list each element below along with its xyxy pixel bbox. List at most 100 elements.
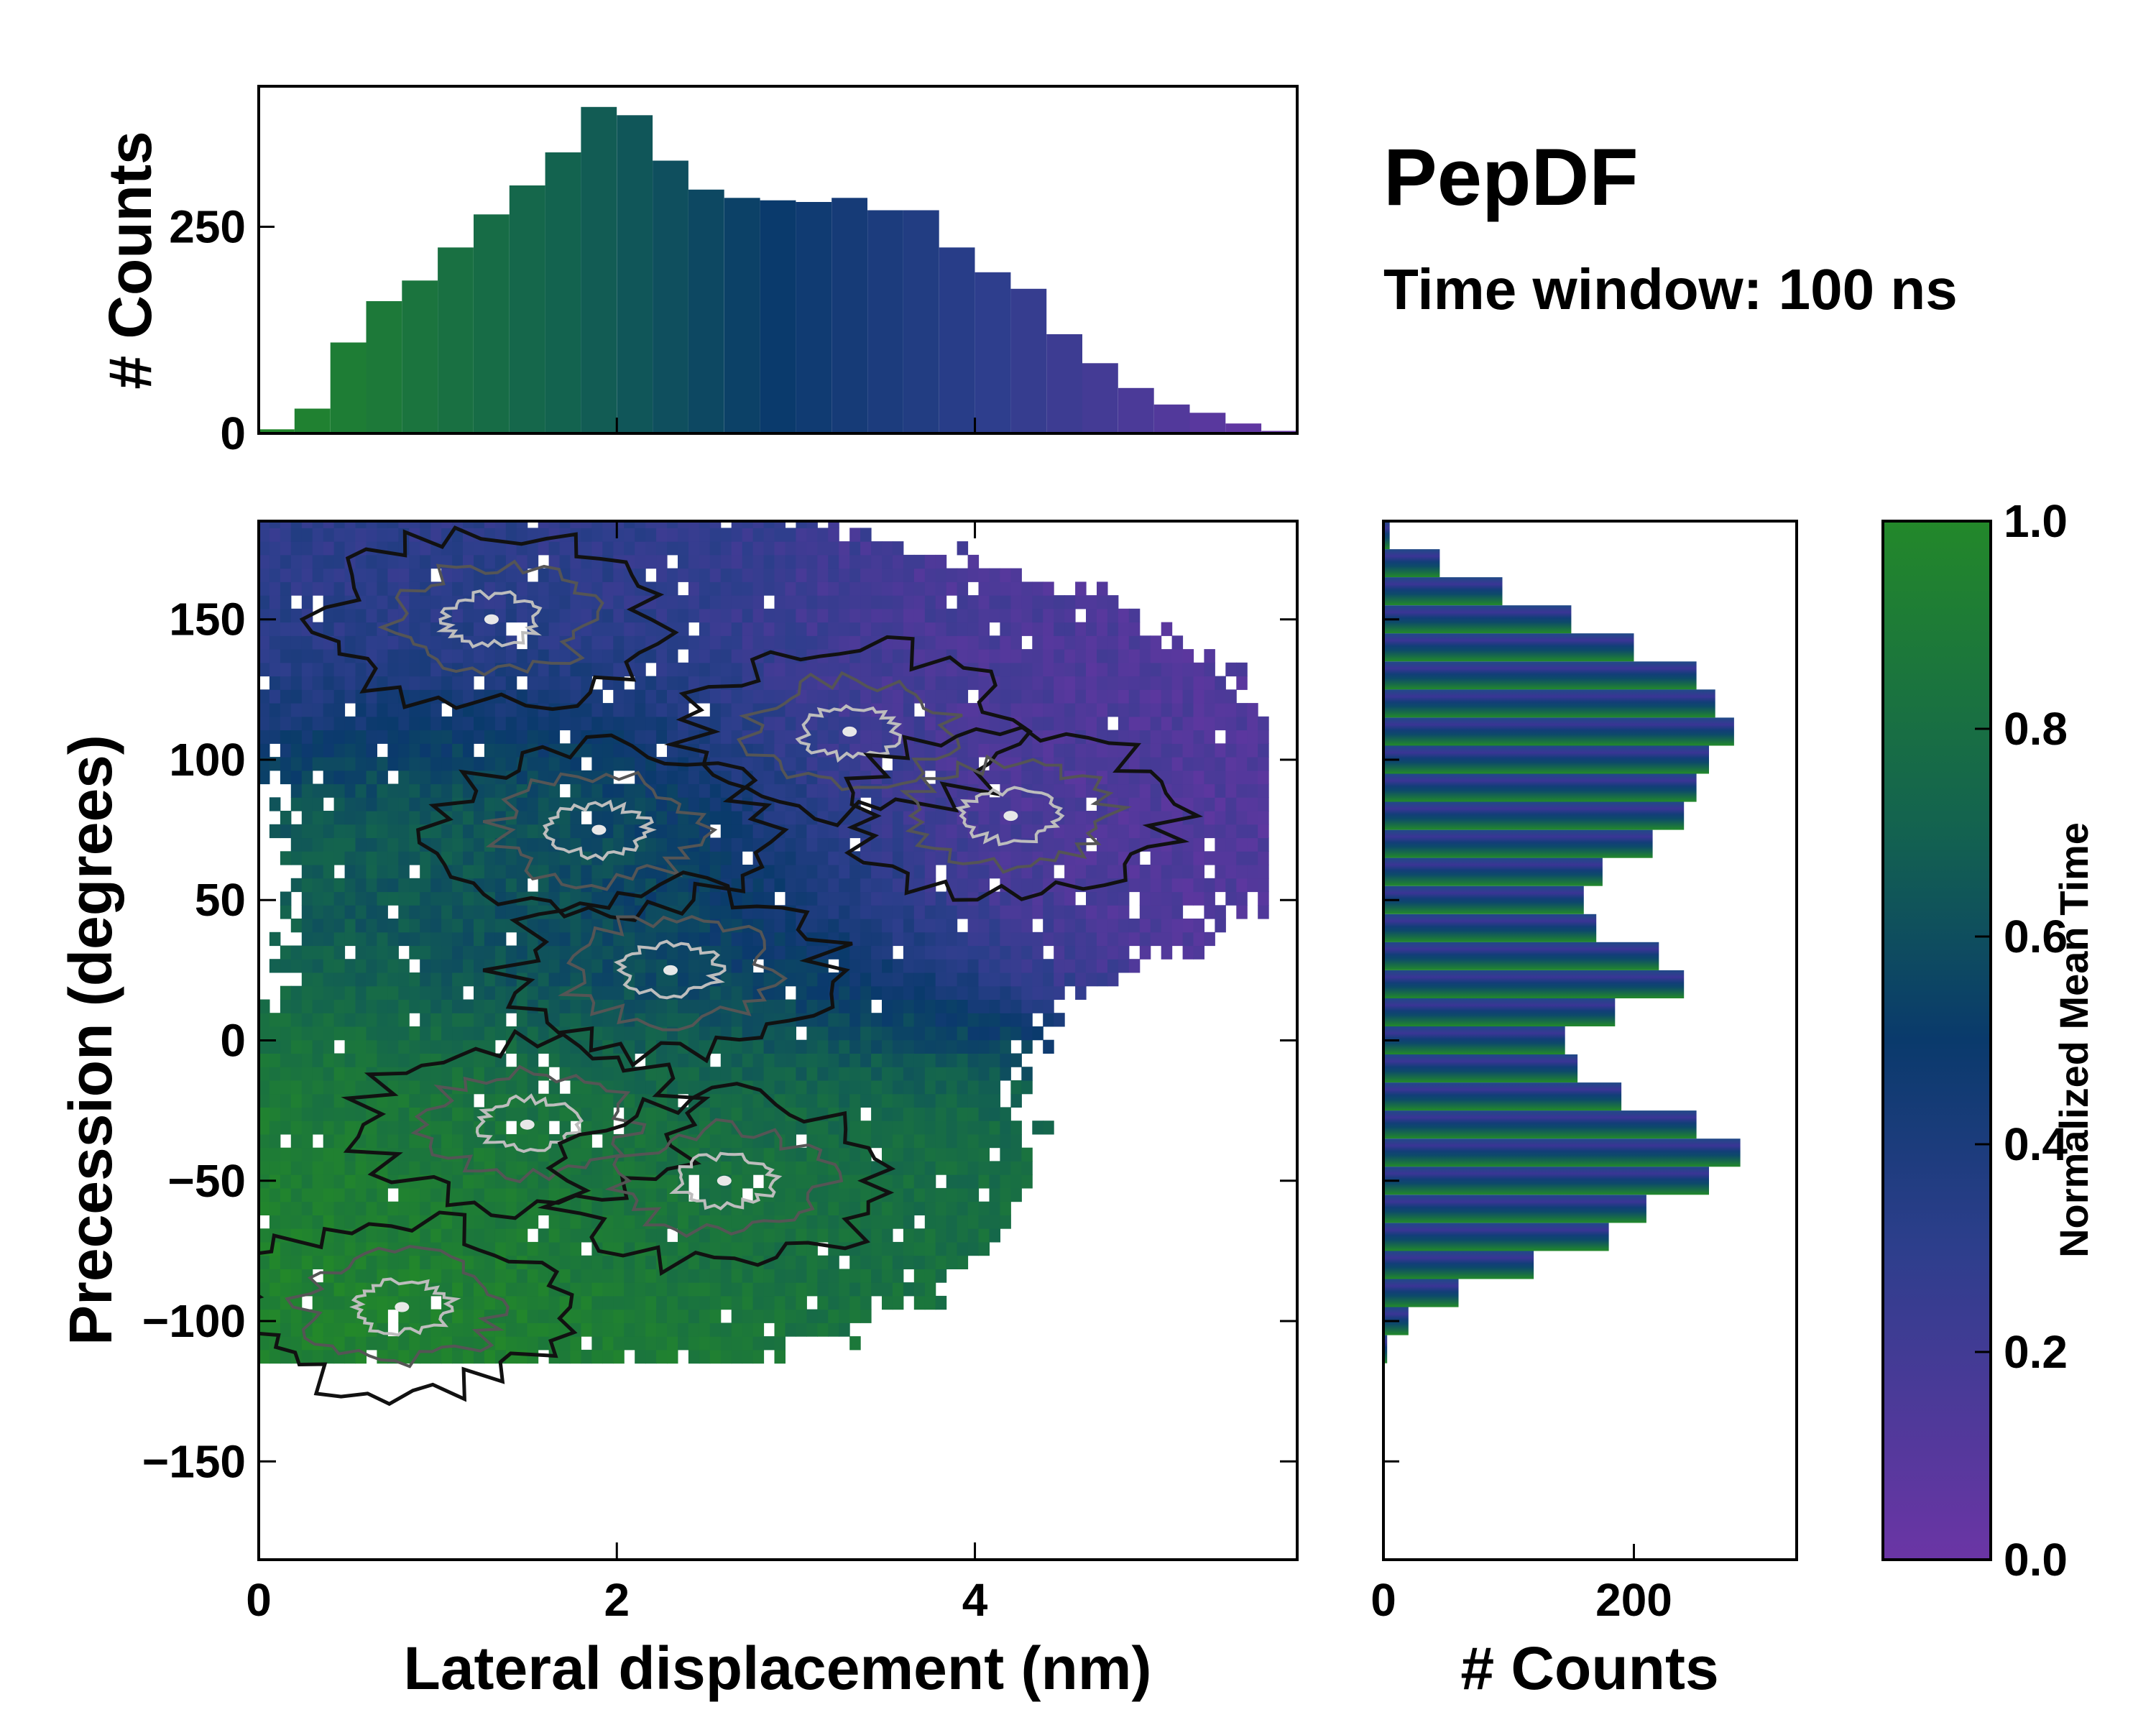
heatmap-cell bbox=[903, 716, 915, 731]
heatmap-cell bbox=[366, 743, 377, 758]
heatmap-cell bbox=[720, 1322, 732, 1337]
heatmap-cell bbox=[1182, 676, 1194, 690]
heatmap-cell bbox=[796, 1269, 807, 1283]
heatmap-cell bbox=[290, 1147, 303, 1162]
heatmap-cell bbox=[463, 945, 474, 960]
heatmap-cell bbox=[978, 635, 990, 650]
heatmap-cell bbox=[849, 1067, 861, 1081]
joint-ytick-label: 100 bbox=[169, 734, 246, 786]
heatmap-cell bbox=[978, 1093, 990, 1108]
heatmap-cell bbox=[1204, 824, 1215, 839]
heatmap-cell bbox=[978, 1013, 990, 1027]
heatmap-cell bbox=[398, 1269, 410, 1283]
heatmap-cell bbox=[882, 595, 893, 610]
heatmap-cell bbox=[1097, 662, 1108, 677]
heatmap-cell bbox=[720, 1133, 732, 1149]
heatmap-cell bbox=[860, 905, 872, 919]
heatmap-cell bbox=[967, 837, 980, 852]
heatmap-cell bbox=[494, 1121, 507, 1135]
heatmap-cell bbox=[474, 824, 485, 839]
heatmap-cell bbox=[387, 1201, 399, 1215]
heatmap-cell bbox=[494, 878, 507, 893]
heatmap-cell bbox=[839, 581, 850, 596]
heatmap-cell bbox=[882, 1295, 893, 1310]
heatmap-cell bbox=[1086, 595, 1097, 610]
heatmap-cell bbox=[656, 1349, 668, 1364]
heatmap-cell bbox=[366, 1013, 377, 1027]
heatmap-cell bbox=[903, 1013, 915, 1027]
heatmap-cell bbox=[323, 1201, 335, 1215]
heatmap-cell bbox=[785, 1295, 796, 1310]
heatmap-cell bbox=[882, 1093, 893, 1108]
heatmap-cell bbox=[366, 1133, 377, 1149]
heatmap-cell bbox=[602, 662, 614, 677]
heatmap-cell bbox=[935, 1133, 947, 1149]
heatmap-cell bbox=[699, 662, 711, 677]
heatmap-cell bbox=[387, 703, 399, 717]
heatmap-cell bbox=[1097, 649, 1108, 663]
heatmap-cell bbox=[581, 1067, 592, 1081]
heatmap-cell bbox=[269, 528, 281, 542]
heatmap-cell bbox=[280, 1013, 292, 1027]
heatmap-cell bbox=[667, 541, 678, 556]
heatmap-cell bbox=[538, 985, 550, 1000]
heatmap-cell bbox=[259, 1039, 270, 1054]
heatmap-cell bbox=[1193, 783, 1204, 798]
heatmap-cell bbox=[796, 1147, 807, 1162]
heatmap-cell bbox=[591, 783, 603, 798]
heatmap-cell bbox=[269, 1255, 281, 1269]
heatmap-cell bbox=[474, 945, 485, 960]
heatmap-cell bbox=[924, 635, 936, 650]
heatmap-cell bbox=[474, 905, 485, 919]
heatmap-cell bbox=[785, 1322, 796, 1337]
heatmap-cell bbox=[559, 716, 571, 731]
heatmap-cell bbox=[613, 811, 625, 825]
heatmap-cell bbox=[882, 878, 893, 893]
heatmap-cell bbox=[591, 1309, 603, 1323]
heatmap-cell bbox=[527, 689, 539, 704]
heatmap-cell bbox=[1215, 851, 1226, 865]
heatmap-cell bbox=[1043, 649, 1054, 663]
heatmap-cell bbox=[785, 1241, 796, 1256]
heatmap-cell bbox=[1258, 716, 1269, 731]
heatmap-cell bbox=[957, 985, 969, 1000]
heatmap-cell bbox=[860, 1282, 872, 1297]
heatmap-cell bbox=[452, 1026, 464, 1041]
heatmap-cell bbox=[1161, 945, 1173, 960]
heatmap-cell bbox=[645, 1282, 657, 1297]
heatmap-cell bbox=[344, 1269, 356, 1283]
heatmap-cell bbox=[924, 959, 936, 973]
heatmap-cell bbox=[1258, 783, 1269, 798]
heatmap-cell bbox=[1000, 649, 1011, 663]
heatmap-cell bbox=[774, 919, 786, 933]
heatmap-cell bbox=[387, 783, 399, 798]
heatmap-cell bbox=[924, 608, 936, 623]
heatmap-cell bbox=[1064, 891, 1076, 906]
heatmap-cell bbox=[882, 851, 893, 865]
heatmap-cell bbox=[871, 1093, 883, 1108]
heatmap-cell bbox=[463, 905, 474, 919]
heatmap-cell bbox=[280, 824, 292, 839]
heatmap-cell bbox=[957, 1161, 969, 1175]
heatmap-cell bbox=[645, 743, 657, 758]
heatmap-cell bbox=[290, 959, 303, 973]
heatmap-cell bbox=[957, 1201, 969, 1215]
heatmap-cell bbox=[344, 676, 356, 690]
heatmap-cell bbox=[1118, 689, 1130, 704]
heatmap-cell bbox=[645, 1026, 657, 1041]
heatmap-cell bbox=[667, 635, 678, 650]
heatmap-cell bbox=[409, 595, 420, 610]
heatmap-cell bbox=[452, 743, 464, 758]
heatmap-cell bbox=[505, 1228, 517, 1243]
heatmap-cell bbox=[785, 581, 796, 596]
heatmap-cell bbox=[398, 1147, 410, 1162]
heatmap-cell bbox=[656, 1067, 668, 1081]
heatmap-cell bbox=[1021, 1174, 1033, 1189]
top-hist-bar bbox=[617, 115, 653, 434]
heatmap-cell bbox=[290, 1309, 303, 1323]
heatmap-cell bbox=[333, 824, 346, 839]
heatmap-cell bbox=[1000, 932, 1011, 947]
heatmap-cell bbox=[323, 770, 335, 785]
heatmap-cell bbox=[516, 521, 528, 528]
heatmap-cell bbox=[720, 662, 732, 677]
